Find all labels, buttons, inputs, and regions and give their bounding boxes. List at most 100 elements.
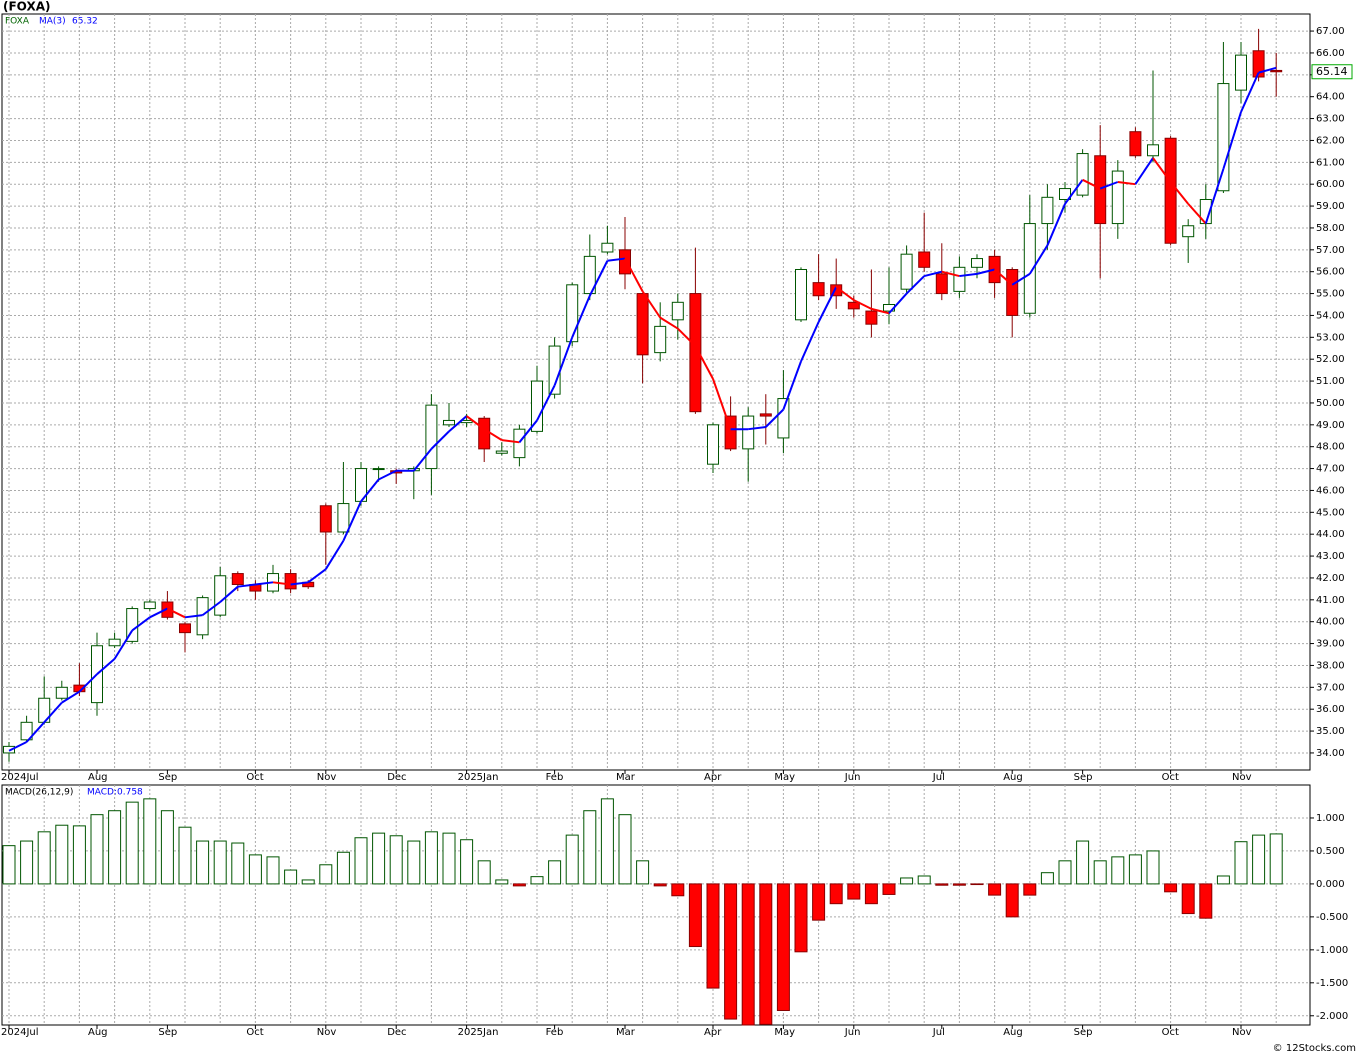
y-tick-label: -0.500 bbox=[1316, 912, 1348, 923]
macd-bar bbox=[1111, 856, 1125, 885]
candle-body bbox=[443, 419, 455, 426]
candle-body bbox=[1041, 196, 1054, 225]
candle-body bbox=[1235, 54, 1247, 91]
y-tick-label: 39.00 bbox=[1316, 639, 1345, 650]
candle-body bbox=[619, 249, 631, 275]
ma-segment bbox=[817, 286, 838, 323]
y-tick-label: 0.500 bbox=[1316, 846, 1345, 857]
ma-segment bbox=[624, 258, 644, 292]
macd-bar bbox=[917, 875, 931, 885]
ma-segment bbox=[61, 690, 80, 704]
candle-body bbox=[179, 623, 191, 634]
macd-bar bbox=[741, 883, 755, 1026]
x-tick-label: Oct bbox=[1162, 1027, 1179, 1038]
macd-bar bbox=[108, 810, 122, 885]
ma-segment bbox=[149, 607, 168, 619]
y-tick-label: 44.00 bbox=[1316, 529, 1345, 540]
candle-body bbox=[707, 424, 719, 465]
ma-segment bbox=[1169, 181, 1189, 205]
x-tick-label: Jul bbox=[932, 772, 945, 783]
x-tick-label: Aug bbox=[1003, 772, 1023, 783]
x-tick-label: Dec bbox=[387, 772, 406, 783]
ma-segment bbox=[923, 270, 943, 278]
y-tick-label: 62.00 bbox=[1316, 135, 1345, 146]
macd-bar bbox=[1164, 883, 1178, 893]
legend-macd: MACD(26,12,9) bbox=[5, 788, 73, 798]
candle-body bbox=[918, 251, 931, 268]
y-tick-label: 45.00 bbox=[1316, 507, 1345, 518]
ma-segment bbox=[202, 601, 221, 616]
ma-segment bbox=[1134, 157, 1154, 185]
macd-bar bbox=[266, 856, 280, 885]
macd-bar bbox=[952, 883, 966, 886]
macd-bar bbox=[460, 839, 474, 885]
macd-bar bbox=[636, 860, 650, 885]
ma-segment bbox=[113, 629, 134, 660]
ma-segment bbox=[483, 428, 503, 441]
y-tick-label: 51.00 bbox=[1316, 376, 1345, 387]
macd-bar bbox=[1269, 833, 1283, 885]
macd-bar bbox=[284, 869, 298, 885]
macd-bar bbox=[354, 837, 368, 885]
ma-segment bbox=[888, 292, 908, 314]
candle-body bbox=[55, 686, 68, 699]
y-tick-label: -1.500 bbox=[1316, 978, 1348, 989]
ma-segment bbox=[166, 607, 186, 619]
x-tick-label: Sep bbox=[158, 1027, 177, 1038]
x-tick-label: Aug bbox=[88, 1027, 108, 1038]
ma-segment bbox=[1046, 203, 1066, 246]
macd-bar bbox=[213, 840, 227, 885]
x-tick-label: Sep bbox=[158, 772, 177, 783]
candle-body bbox=[495, 450, 508, 454]
ma-segment bbox=[430, 430, 450, 450]
candle-body bbox=[847, 301, 860, 310]
macd-bar bbox=[900, 877, 914, 885]
macd-bar bbox=[1128, 854, 1142, 885]
macd-bar bbox=[1023, 883, 1037, 896]
ma-segment bbox=[1099, 181, 1119, 190]
y-tick-label: 37.00 bbox=[1316, 682, 1345, 693]
y-tick-label: 59.00 bbox=[1316, 201, 1345, 212]
ma-segment bbox=[1082, 178, 1101, 190]
macd-bar bbox=[1040, 872, 1054, 885]
macd-bar bbox=[1234, 841, 1248, 885]
macd-bar bbox=[671, 883, 685, 897]
candle-body bbox=[1164, 137, 1177, 244]
macd-bar bbox=[407, 840, 421, 885]
y-tick-label: 52.00 bbox=[1316, 354, 1345, 365]
macd-bar bbox=[301, 879, 315, 885]
macd-bar bbox=[706, 883, 720, 989]
x-tick-label: Apr bbox=[704, 1027, 722, 1038]
candle-body bbox=[108, 638, 121, 647]
x-tick-label: 2024Jul bbox=[1, 772, 39, 783]
x-tick-label: 2025Jan bbox=[458, 772, 499, 783]
ma-segment bbox=[677, 327, 697, 347]
ma-segment bbox=[324, 540, 345, 570]
candle-body bbox=[1023, 223, 1036, 314]
x-tick-label: Aug bbox=[88, 772, 108, 783]
macd-bar bbox=[1199, 883, 1213, 919]
y-tick-label: 64.00 bbox=[1316, 92, 1345, 103]
x-tick-label: Oct bbox=[246, 772, 263, 783]
footer: © 12Stocks.com bbox=[1273, 1043, 1356, 1054]
macd-bar bbox=[336, 851, 350, 885]
macd-bar bbox=[372, 832, 386, 885]
macd-bar bbox=[812, 883, 826, 921]
macd-bar bbox=[90, 814, 104, 885]
ma-segment bbox=[78, 673, 98, 693]
y-tick-label: 60.00 bbox=[1316, 179, 1345, 190]
x-tick-label: Nov bbox=[1232, 772, 1252, 783]
ma-segment bbox=[131, 616, 151, 632]
ma-segment bbox=[1240, 72, 1260, 113]
ma-segment bbox=[905, 275, 925, 295]
macd-bar bbox=[178, 826, 192, 885]
x-tick-label: Jul bbox=[932, 1027, 945, 1038]
macd-bar bbox=[55, 824, 69, 885]
x-tick-label: Mar bbox=[616, 772, 636, 783]
legend-ma: MA(3) bbox=[39, 17, 66, 27]
x-tick-label: Oct bbox=[246, 1027, 263, 1038]
y-tick-label: 58.00 bbox=[1316, 223, 1345, 234]
macd-bar bbox=[1076, 840, 1090, 885]
candle-body bbox=[601, 242, 614, 253]
